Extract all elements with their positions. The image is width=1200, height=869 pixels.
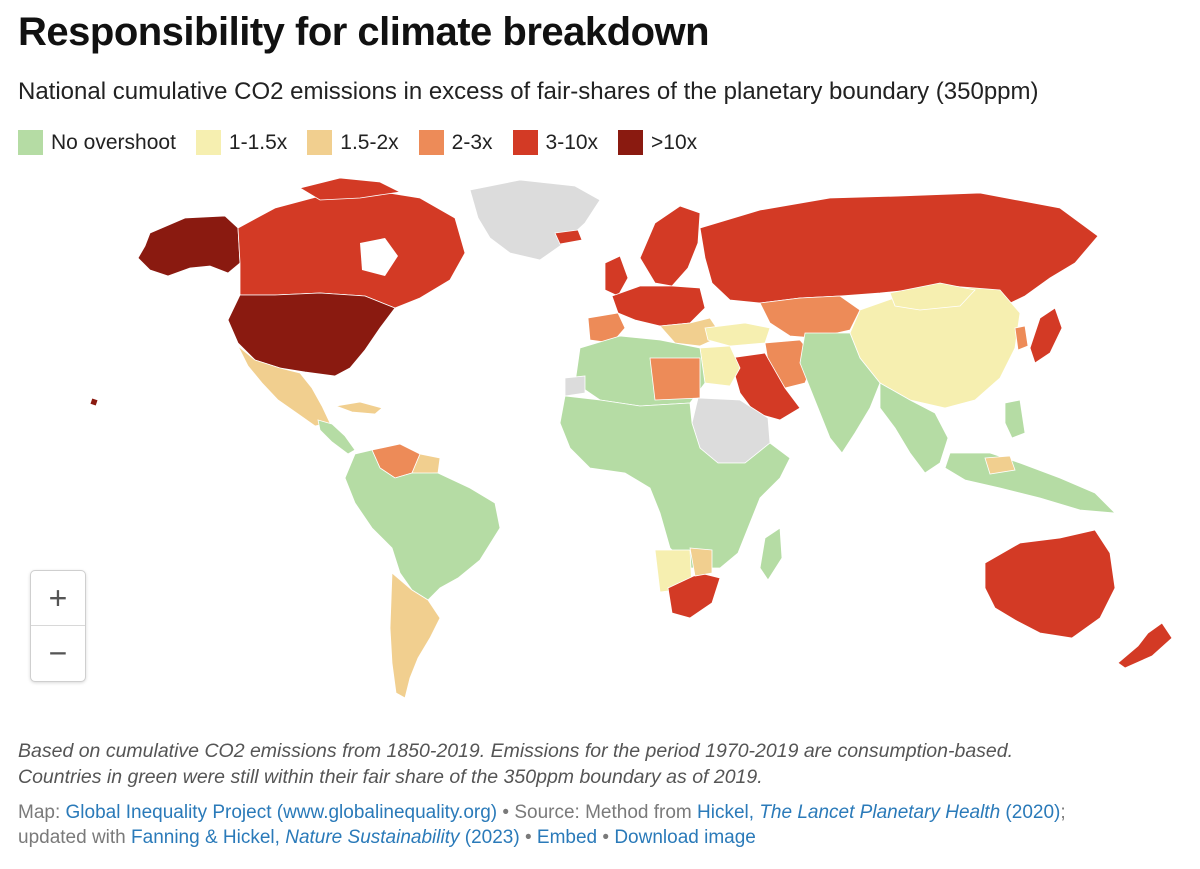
legend-item-no-overshoot: No overshoot: [18, 130, 176, 155]
nature-link-journal: Nature Sustainability: [285, 827, 460, 848]
credits-map-prefix: Map:: [18, 802, 66, 823]
region-canada[interactable]: [237, 189, 466, 309]
legend-label: >10x: [651, 130, 698, 154]
world-map[interactable]: [0, 168, 1200, 708]
region-south-america-south[interactable]: [389, 572, 441, 699]
credits-source-suffix: ;: [1060, 802, 1066, 823]
region-iceland[interactable]: [554, 229, 583, 245]
legend-label: 3-10x: [545, 130, 599, 154]
legend-label: 1-1.5x: [228, 130, 288, 154]
credits-source-prefix: • Source: Method from: [497, 802, 698, 823]
region-central-asia[interactable]: [759, 295, 861, 339]
legend-swatch: [512, 130, 538, 155]
global-inequality-link[interactable]: Global Inequality Project (www.globaline…: [65, 802, 498, 823]
map-credits: Map: Global Inequality Project (www.glob…: [18, 800, 1188, 850]
legend-swatch: [418, 130, 444, 155]
region-malaysia[interactable]: [984, 455, 1016, 475]
zoom-control: + −: [30, 570, 86, 682]
legend-swatch: [307, 130, 333, 155]
region-new-zealand[interactable]: [1117, 622, 1173, 669]
region-caribbean[interactable]: [334, 401, 383, 415]
region-mongolia[interactable]: [889, 282, 976, 311]
region-turkey[interactable]: [704, 322, 771, 347]
legend-swatch: [18, 130, 43, 155]
legend-swatch: [618, 130, 644, 155]
credits-separator: •: [519, 827, 537, 848]
region-usa[interactable]: [227, 292, 396, 377]
legend-item-2-3x: 2-3x: [418, 130, 493, 155]
region-madagascar[interactable]: [759, 527, 783, 581]
lancet-link-journal: The Lancet Planetary Health: [759, 802, 1001, 823]
region-hawaii[interactable]: [89, 397, 99, 407]
region-philippines[interactable]: [1004, 399, 1026, 439]
nature-sustainability-link[interactable]: Fanning & Hickel, Nature Sustainability …: [131, 827, 520, 848]
region-southeast-asia[interactable]: [879, 382, 949, 474]
zoom-out-button[interactable]: −: [48, 634, 68, 671]
note-line-2: Countries in green were still within the…: [18, 766, 763, 788]
region-scandinavia[interactable]: [639, 205, 701, 287]
region-greenland[interactable]: [469, 179, 601, 261]
zoom-in-button[interactable]: +: [31, 571, 85, 626]
region-western-europe[interactable]: [611, 285, 706, 327]
region-western-sahara[interactable]: [564, 375, 586, 397]
region-uk[interactable]: [604, 255, 629, 297]
region-sub-saharan-africa[interactable]: [559, 395, 791, 569]
credits-separator: •: [597, 827, 615, 848]
region-japan[interactable]: [1029, 307, 1063, 364]
region-arabia[interactable]: [729, 352, 801, 421]
region-korea[interactable]: [1014, 325, 1029, 351]
legend-swatch: [195, 130, 221, 155]
credits-updated-prefix: updated with: [18, 827, 132, 848]
lancet-link-year: (2020): [1000, 802, 1061, 823]
legend-label: No overshoot: [51, 130, 176, 154]
legend-label: 1.5-2x: [340, 130, 399, 154]
legend-item-over-10x: >10x: [618, 130, 697, 155]
region-south-asia[interactable]: [799, 332, 881, 454]
map-title: Responsibility for climate breakdown: [18, 10, 710, 54]
region-central-america[interactable]: [317, 419, 356, 455]
legend: No overshoot 1-1.5x 1.5-2x 2-3x 3-10x >1…: [18, 130, 717, 155]
hudson-bay: [360, 238, 398, 276]
map-note: Based on cumulative CO2 emissions from 1…: [18, 738, 1188, 790]
region-libya[interactable]: [649, 357, 701, 401]
region-south-america-north[interactable]: [344, 449, 501, 601]
download-image-link[interactable]: Download image: [614, 827, 756, 848]
nature-link-author: Fanning & Hickel,: [131, 827, 286, 848]
region-mexico[interactable]: [237, 345, 331, 427]
lancet-link[interactable]: Hickel, The Lancet Planetary Health (202…: [697, 802, 1060, 823]
legend-label: 2-3x: [451, 130, 493, 154]
nature-link-year: (2023): [459, 827, 520, 848]
lancet-link-author: Hickel,: [697, 802, 760, 823]
region-indonesia[interactable]: [944, 452, 1117, 514]
legend-item-1.5-2x: 1.5-2x: [307, 130, 399, 155]
region-arctic-islands[interactable]: [298, 177, 402, 201]
region-iberia[interactable]: [587, 312, 626, 344]
region-alaska[interactable]: [137, 215, 241, 277]
embed-link[interactable]: Embed: [536, 827, 598, 848]
legend-item-3-10x: 3-10x: [512, 130, 599, 155]
region-southern-africa-mid[interactable]: [689, 547, 713, 577]
region-australia[interactable]: [984, 529, 1116, 639]
note-line-1: Based on cumulative CO2 emissions from 1…: [18, 740, 1014, 762]
map-subtitle: National cumulative CO2 emissions in exc…: [18, 78, 1039, 105]
legend-item-1-1.5x: 1-1.5x: [195, 130, 288, 155]
region-egypt[interactable]: [699, 345, 741, 387]
region-russia[interactable]: [699, 192, 1099, 309]
